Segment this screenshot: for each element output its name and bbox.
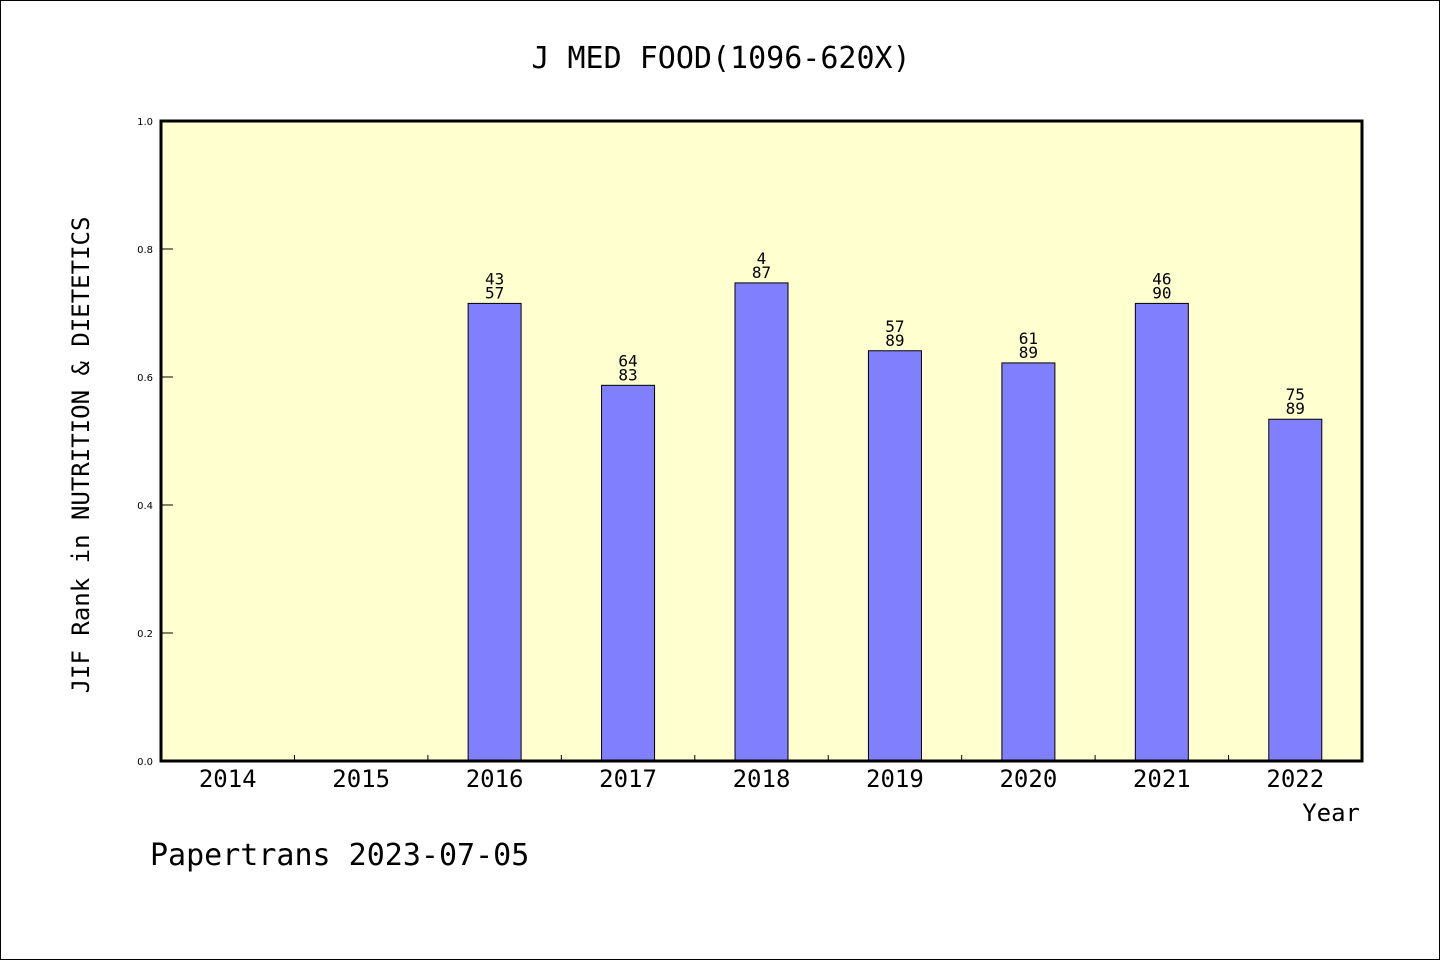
bar-total-label: 57	[485, 283, 504, 302]
bar-rank-label: 46	[1152, 269, 1171, 288]
y-tick-label: 0.2	[137, 629, 153, 640]
bar-rank-label: 43	[485, 269, 504, 288]
y-tick-label: 0.8	[137, 245, 153, 256]
bar-total-label: 83	[618, 365, 637, 384]
x-tick-label: 2019	[866, 765, 924, 793]
bar-2017	[601, 384, 656, 762]
bar-total-label: 87	[752, 263, 771, 282]
bar-total-label: 90	[1152, 283, 1171, 302]
x-tick-label: 2018	[733, 765, 791, 793]
bar-2022	[1268, 418, 1323, 762]
chart-title: J MED FOOD(1096-620X)	[531, 41, 910, 76]
bar-rank-label: 64	[618, 351, 637, 370]
bar-2021	[1134, 302, 1189, 762]
x-tick-label: 2017	[599, 765, 657, 793]
x-tick-label: 2015	[332, 765, 390, 793]
bar-rank-label: 57	[885, 317, 904, 336]
bar-total-label: 89	[885, 331, 904, 350]
y-tick-label: 0.4	[137, 501, 153, 512]
bar-rank-label: 4	[757, 249, 767, 268]
bar-rank-label: 61	[1019, 329, 1038, 348]
bar-2016	[467, 302, 522, 762]
y-axis-label: JIF Rank in NUTRITION & DIETETICS	[67, 217, 95, 694]
x-axis-ticks: 2014 2015 2016 2017 2018 2019 2020 2021 2022	[199, 755, 1324, 793]
bar-2018	[734, 282, 789, 762]
bar-total-label: 89	[1286, 399, 1305, 418]
bar-total-label: 89	[1019, 343, 1038, 362]
y-tick-label: 0.6	[137, 373, 153, 384]
y-tick-label: 1.0	[137, 117, 153, 128]
x-tick-label: 2021	[1133, 765, 1191, 793]
y-tick-label: 0.0	[137, 757, 153, 768]
footer-text: Papertrans 2023-07-05	[150, 838, 529, 873]
x-tick-label: 2022	[1266, 765, 1324, 793]
x-axis-label: Year	[1302, 799, 1360, 827]
x-tick-label: 2020	[999, 765, 1057, 793]
x-tick-label: 2014	[199, 765, 257, 793]
x-tick-label: 2016	[466, 765, 524, 793]
bar-rank-label: 75	[1286, 385, 1305, 404]
bar-2019	[867, 350, 922, 762]
plot-border	[159, 119, 1364, 763]
bar-2020	[1001, 362, 1056, 762]
